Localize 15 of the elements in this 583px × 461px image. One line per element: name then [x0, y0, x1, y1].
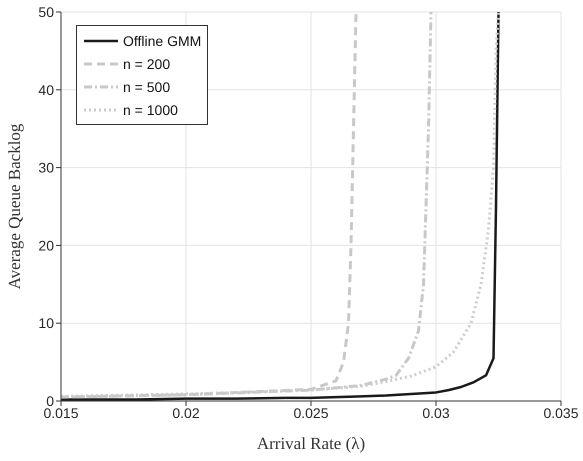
y-tick-label: 20	[38, 237, 54, 254]
legend-label: n = 500	[123, 78, 170, 94]
y-tick-label: 30	[38, 160, 54, 176]
y-tick-label: 50	[38, 4, 54, 20]
legend-label: n = 1000	[123, 102, 178, 118]
legend-label: Offline GMM	[123, 32, 202, 48]
y-axis-title: Average Queue Backlog	[5, 123, 24, 290]
x-tick-label: 0.03	[422, 404, 450, 421]
x-tick-label: 0.035	[543, 404, 579, 421]
x-axis-title: Arrival Rate (λ)	[256, 434, 366, 453]
legend-label: n = 200	[123, 56, 170, 72]
y-tick-label: 40	[38, 82, 54, 98]
x-tick-label: 0.02	[172, 404, 200, 421]
y-tick-label: 10	[38, 315, 54, 332]
x-tick-label: 0.025	[293, 404, 329, 421]
